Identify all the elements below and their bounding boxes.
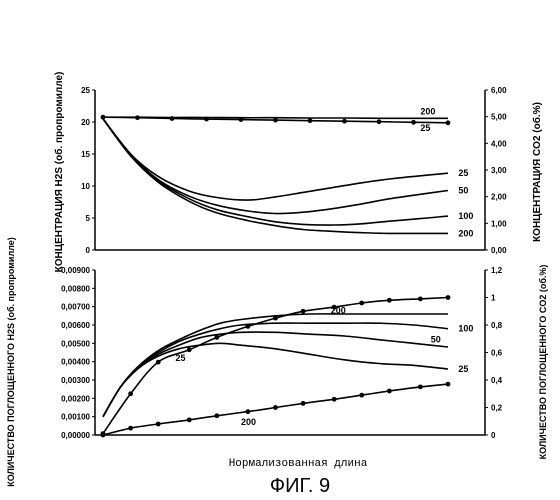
tick-label-left: 0,00700 [61,303,90,312]
tick-label-right: 5,00 [491,113,507,122]
series-point-5 [246,409,251,414]
chart-top-plot: 0 5 10 15 20 25 0,00 1,00 2,00 3,00 4,00 5,00 6,00 20… [81,86,507,255]
curve-label: 200 [331,305,346,315]
series-point-5 [332,397,337,402]
series-point-5 [128,426,133,431]
series-point-5 [214,413,219,418]
curve-label: 50 [458,185,468,195]
series-point-5 [273,405,278,410]
tick-label-left: 0,00100 [61,413,90,422]
series-point-4 [387,298,392,303]
series-point-5 [101,115,106,120]
bottom-ylabel-left: КОЛИЧЕСТВО ПОГЛОЩЕННОГО H2S (об. пропром… [6,237,16,487]
tick-label-left: 5 [86,214,91,223]
series-point-4 [214,335,219,340]
tick-label-left: 25 [81,86,90,95]
series-point-5 [273,118,278,123]
series-point-5 [135,115,140,120]
series-point-5 [187,417,192,422]
series-point-4 [128,391,133,396]
tick-label-left: 10 [81,182,90,191]
tick-label-left: 0,00200 [61,394,90,403]
x-axis-label: Нормализованная длина [229,458,368,470]
series-point-5 [359,393,364,398]
top-ylabel-left: КОНЦЕНТРАЦИЯ H2S (об. пропромилле) [53,72,65,273]
series-point-5 [204,117,209,122]
tick-label-right: 1,2 [491,266,503,275]
tick-label-right: 2,00 [491,193,507,202]
curve-label: 100 [458,324,473,334]
tick-label-right: 1 [491,294,496,303]
tick-label-left: 0,00500 [61,339,90,348]
series-point-5 [342,119,347,124]
series-point-5 [446,382,451,387]
series-line-2 [103,119,448,225]
tick-label-left: 20 [81,118,90,127]
tick-label-left: 0,00800 [61,284,90,293]
series-point-5 [446,120,451,125]
curve-label: 25 [420,123,430,133]
series-point-4 [446,295,451,300]
series-point-5 [387,389,392,394]
series-line-1 [103,119,448,214]
curve-label: 200 [420,106,435,116]
series-point-4 [273,316,278,321]
curve-label: 25 [175,353,185,363]
top-ylabel-right: КОНЦЕНТРАЦИЯ CO2 (об.%) [531,102,543,242]
series-point-5 [239,117,244,122]
series-point-4 [246,324,251,329]
figure-title: ФИГ. 9 [270,475,330,497]
series-line-0 [103,119,448,200]
series-point-5 [377,119,382,124]
series-point-5 [156,422,161,427]
tick-label-right: 0,8 [491,321,503,330]
chart-bottom-plot: 0,00000 0,00100 0,00200 0,00300 0,00400 0,005… [61,266,503,440]
series-point-5 [301,401,306,406]
tick-label-left: 0,00900 [61,266,90,275]
series-point-5 [418,384,423,389]
series-point-4 [301,309,306,314]
tick-label-right: 0,2 [491,404,503,413]
tick-label-right: 6,00 [491,86,507,95]
series-point-5 [101,433,106,438]
curve-label: 200 [241,417,256,427]
tick-label-right: 0,00 [491,246,507,255]
tick-label-right: 0,4 [491,376,503,385]
tick-label-left: 0,00400 [61,358,90,367]
tick-label-right: 0 [491,431,496,440]
series-point-4 [359,301,364,306]
tick-label-right: 3,00 [491,166,507,175]
curve-label: 25 [458,364,468,374]
curve-label: 200 [458,228,473,238]
series-line-1 [103,332,448,417]
curve-label: 100 [458,211,473,221]
series-point-4 [156,360,161,365]
tick-label-left: 0,00300 [61,376,90,385]
tick-label-right: 1,00 [491,219,507,228]
series-point-5 [170,116,175,121]
tick-label-left: 0 [86,246,91,255]
series-line-2 [103,323,448,417]
curve-label: 25 [458,168,468,178]
series-point-5 [411,120,416,125]
series-point-4 [418,296,423,301]
series-point-5 [308,118,313,123]
tick-label-left: 0,00600 [61,321,90,330]
tick-label-right: 0,6 [491,349,503,358]
curve-label: 50 [431,335,441,345]
series-point-4 [187,347,192,352]
tick-label-right: 4,00 [491,139,507,148]
bottom-ylabel-right: КОЛИЧЕСТВО ПОГЛОЩЕННОГО CO2 (об.%) [538,265,548,460]
tick-label-left: 0,00000 [61,431,90,440]
tick-label-left: 15 [81,150,90,159]
